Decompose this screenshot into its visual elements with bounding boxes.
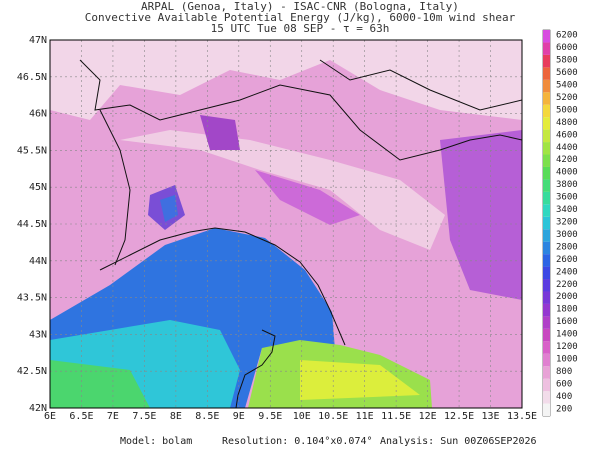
lat-label: 45N (29, 182, 47, 193)
colorbar-label: 1000 (556, 354, 578, 364)
lat-label: 42N (29, 403, 47, 414)
lat-label: 46N (29, 109, 47, 120)
colorbar-swatch (543, 241, 550, 255)
lon-label: 10E (293, 411, 311, 422)
colorbar-swatch (543, 104, 550, 118)
colorbar-swatch (543, 191, 550, 205)
colorbar-swatch (543, 254, 550, 267)
header-line: 15 UTC Tue 08 SEP - τ = 63h (211, 22, 390, 35)
colorbar-label: 3800 (556, 180, 578, 190)
colorbar-swatch (543, 142, 550, 155)
colorbar-swatch (543, 204, 550, 217)
lat-label: 47N (29, 35, 47, 46)
lon-label: 12.5E (444, 411, 474, 422)
colorbar-swatch (543, 328, 550, 342)
lat-label: 43N (29, 329, 47, 340)
colorbar-swatch (543, 67, 550, 80)
colorbar-label: 5800 (556, 56, 578, 66)
colorbar-swatch (543, 216, 550, 230)
lon-label: 7E (107, 411, 119, 422)
colorbar-label: 1200 (556, 342, 578, 352)
lon-label: 9E (233, 411, 245, 422)
lat-label: 44N (29, 256, 47, 267)
lon-label: 10.5E (318, 411, 348, 422)
footer-analysis: Analysis: Sun 00Z06SEP2026 (380, 436, 537, 447)
colorbar-swatch (543, 30, 550, 43)
map-field (50, 40, 522, 408)
colorbar-label: 4400 (556, 143, 578, 153)
colorbar-label: 5200 (556, 93, 578, 103)
header-line: ARPAL (Genoa, Italy) - ISAC-CNR (Bologna… (141, 0, 459, 13)
colorbar-label: 6000 (556, 43, 578, 53)
colorbar-swatch (543, 378, 550, 392)
colorbar-swatch (543, 154, 550, 167)
colorbar-label: 600 (556, 379, 572, 389)
colorbar-label: 400 (556, 392, 572, 402)
colorbar-label: 5400 (556, 81, 578, 91)
lat-label: 42.5N (17, 366, 47, 377)
colorbar-swatch (543, 79, 550, 93)
colorbar-label: 2800 (556, 242, 578, 252)
colorbar-swatch (543, 179, 550, 192)
colorbar-label: 2600 (556, 255, 578, 265)
lat-label: 43.5N (17, 293, 47, 304)
colorbar-swatch (543, 303, 550, 317)
lon-label: 13E (482, 411, 500, 422)
colorbar-label: 3200 (556, 218, 578, 228)
lat-label: 45.5N (17, 145, 47, 156)
lon-label: 7.5E (132, 411, 156, 422)
colorbar-label: 4000 (556, 168, 578, 178)
colorbar-label: 5600 (556, 68, 578, 78)
colorbar-label: 3600 (556, 193, 578, 203)
colorbar-swatch (543, 316, 550, 329)
lat-label: 44.5N (17, 219, 47, 230)
colorbar-label: 1800 (556, 305, 578, 315)
colorbar-label: 3000 (556, 230, 578, 240)
lon-label: 13.5E (507, 411, 537, 422)
colorbar-swatch (543, 353, 550, 367)
colorbar-swatch (543, 403, 550, 416)
lon-label: 8.5E (195, 411, 219, 422)
lon-label: 11.5E (381, 411, 411, 422)
colorbar-swatch (543, 129, 550, 143)
colorbar-label: 4200 (556, 155, 578, 165)
colorbar-label: 1400 (556, 330, 578, 340)
lon-label: 6.5E (69, 411, 93, 422)
lon-label: 9.5E (258, 411, 282, 422)
lon-label: 12E (419, 411, 437, 422)
colorbar-label: 2000 (556, 292, 578, 302)
colorbar-label: 3400 (556, 205, 578, 215)
map-frame (49, 39, 523, 409)
footer-resolution: Resolution: 0.104°x0.074° (222, 436, 373, 447)
colorbar-swatch (543, 391, 550, 404)
colorbar-swatch (543, 341, 550, 354)
lon-label: 8E (170, 411, 182, 422)
header-line: Convective Available Potential Energy (J… (85, 11, 516, 24)
colorbar-swatch (543, 42, 550, 55)
colorbar-label: 5000 (556, 105, 578, 115)
colorbar-swatch (543, 54, 550, 68)
colorbar-label: 1600 (556, 317, 578, 327)
colorbar-label: 2400 (556, 267, 578, 277)
colorbar-swatch (543, 229, 550, 242)
lon-label: 6E (44, 411, 56, 422)
colorbar-swatch (543, 366, 550, 379)
colorbar-swatch (543, 166, 550, 180)
footer-model: Model: bolam (120, 436, 192, 447)
colorbar-swatch (543, 291, 550, 304)
colorbar-label: 6200 (556, 31, 578, 41)
lat-label: 46.5N (17, 72, 47, 83)
colorbar-label: 2200 (556, 280, 578, 290)
colorbar-swatch (543, 117, 550, 130)
colorbar-swatch (543, 279, 550, 292)
colorbar-label: 200 (556, 404, 572, 414)
colorbar-swatch (543, 92, 550, 105)
colorbar-label: 4600 (556, 130, 578, 140)
lon-label: 11E (356, 411, 374, 422)
colorbar-label: 800 (556, 367, 572, 377)
colorbar-label: 4800 (556, 118, 578, 128)
colorbar-swatch (543, 266, 550, 280)
